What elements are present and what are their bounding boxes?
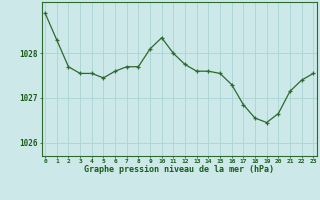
X-axis label: Graphe pression niveau de la mer (hPa): Graphe pression niveau de la mer (hPa) (84, 165, 274, 174)
